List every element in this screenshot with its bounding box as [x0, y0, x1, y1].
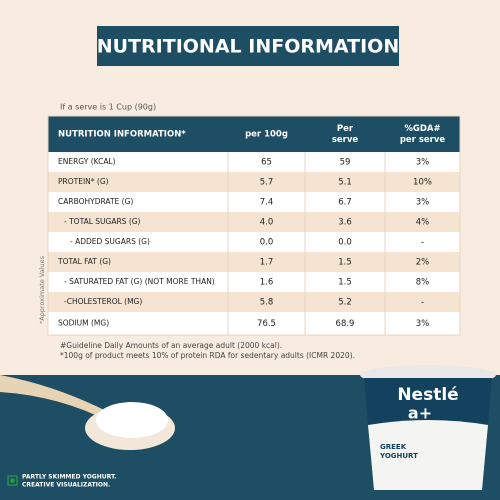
table-cell: 4.0	[260, 218, 274, 228]
header-cell: serve	[332, 135, 359, 145]
product-name: YOGHURT	[379, 452, 418, 460]
table-cell: 6.7	[338, 198, 352, 208]
veg-mark	[7, 475, 18, 486]
title: NUTRITIONAL INFORMATION	[97, 36, 399, 58]
brand: Nestlé	[397, 385, 458, 405]
header-cell: per 100g	[245, 130, 288, 140]
table-cell: 5.1	[338, 178, 352, 188]
table-cell: PROTEIN* (G)	[58, 177, 109, 186]
table-border	[47, 115, 461, 336]
table-cell: 3%	[416, 158, 430, 168]
header-row	[48, 116, 460, 152]
table-cell: 4%	[416, 218, 430, 228]
header-cell: NUTRITION INFORMATION*	[58, 130, 186, 140]
serve-note: If a serve is 1 Cup (90g)	[60, 103, 156, 112]
table-cell: 5.2	[338, 298, 352, 308]
table-cell: 3%	[416, 319, 430, 329]
table-cell: 1.5	[338, 258, 352, 268]
header-cell: %GDA#	[404, 124, 440, 134]
table-cell: 8%	[416, 278, 430, 288]
table-cell: - TOTAL SUGARS (G)	[64, 217, 141, 226]
table-cell: TOTAL FAT (G)	[57, 257, 111, 266]
side-note: *Approximate Values	[38, 255, 46, 324]
table-cell: 7.4	[260, 198, 274, 208]
table-cell: 68.9	[336, 319, 355, 329]
table-row	[48, 212, 460, 232]
yoghurt	[96, 402, 168, 438]
veg-dot	[10, 478, 15, 483]
table-cell: - ADDED SUGARS (G)	[70, 237, 150, 246]
table-row	[48, 192, 460, 212]
table-row	[48, 272, 460, 292]
header-cell: per serve	[400, 135, 446, 145]
title-box	[97, 26, 399, 66]
table-row	[48, 312, 460, 335]
table-cell: 1.5	[338, 278, 352, 288]
table-row	[48, 172, 460, 192]
table-cell: -CHOLESTEROL (MG)	[64, 297, 142, 306]
table-cell: 1.7	[260, 258, 274, 268]
spoon-handle	[0, 375, 120, 422]
table-cell: 3.6	[338, 218, 352, 228]
table-cell: 10%	[413, 178, 432, 188]
table-row	[48, 232, 460, 252]
table-cell: 65	[261, 158, 272, 168]
table-cell: 2%	[416, 258, 430, 268]
table-cell: 76.5	[257, 319, 276, 329]
table-row	[48, 292, 460, 312]
table-cell: -	[421, 298, 424, 308]
table-cell: 5.7	[260, 178, 274, 188]
table-cell: -	[421, 238, 424, 248]
table-cell: 1.6	[260, 278, 274, 288]
cup-label	[368, 420, 488, 490]
variant: a+	[408, 404, 432, 423]
disclaimer: CREATIVE VISUALIZATION.	[22, 482, 110, 489]
table-cell: SODIUM (MG)	[58, 319, 109, 328]
table-cell: 0.0	[338, 238, 352, 248]
table-row	[48, 252, 460, 272]
table-cell: 3%	[416, 198, 430, 208]
table-cell: 59	[340, 158, 351, 168]
table-cell: CARBOHYDRATE (G)	[58, 197, 133, 206]
header-cell: Per	[337, 124, 354, 134]
table-cell: ENERGY (KCAL)	[58, 157, 116, 166]
table-cell: 0.0	[260, 238, 274, 248]
table-cell: - SATURATED FAT (G) (NOT MORE THAN)	[64, 277, 215, 286]
table-row	[48, 152, 460, 172]
disclaimer: PARTLY SKIMMED YOGHURT.	[22, 474, 116, 481]
table-cell: 5.8	[260, 298, 274, 308]
product-name: GREEK	[380, 443, 407, 451]
footnote: *100g of product meets 10% of protein RD…	[60, 351, 355, 360]
footnote: #Guideline Daily Amounts of an average a…	[60, 341, 282, 350]
